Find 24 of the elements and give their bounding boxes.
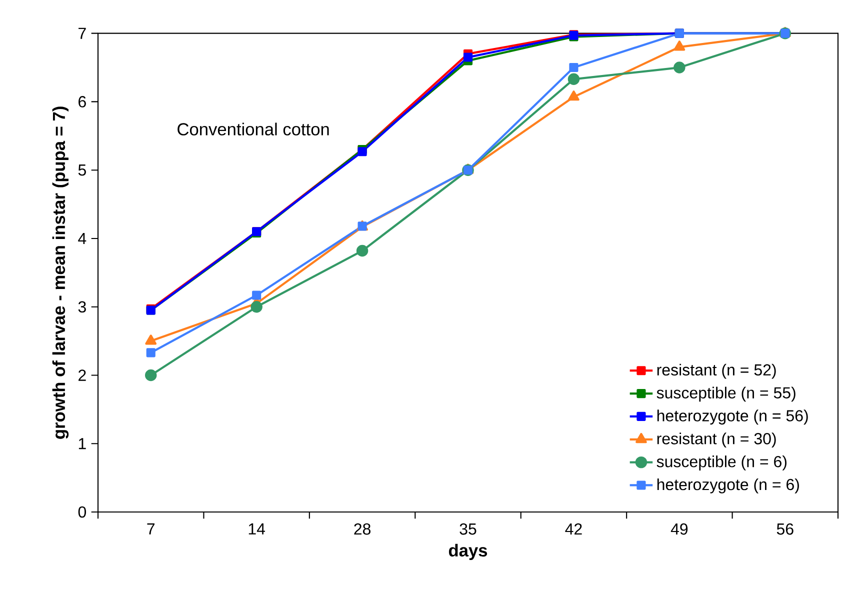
legend-label: resistant (n = 52) <box>657 364 776 379</box>
x-tick-label: 14 <box>248 523 265 534</box>
y-tick-label: 1 <box>78 438 86 450</box>
y-axis-title: growth of larvae - mean instar (pupa = 7) <box>52 106 69 439</box>
y-tick-label: 0 <box>78 506 86 518</box>
x-tick-label: 28 <box>354 523 370 535</box>
y-tick-label: 5 <box>78 164 86 176</box>
legend-label: heterozygote (n = 56) <box>657 410 808 425</box>
y-tick-label: 6 <box>78 96 86 108</box>
x-axis-title: days <box>448 544 488 560</box>
x-tick-label: 35 <box>460 523 476 535</box>
legend-label: susceptible (n = 55) <box>656 386 796 402</box>
legend-label: susceptible (n = 6) <box>656 456 786 470</box>
x-tick-label: 56 <box>776 523 794 535</box>
y-tick-label: 7 <box>78 28 86 39</box>
y-tick-label: 2 <box>78 370 86 381</box>
y-tick-label: 3 <box>78 301 86 313</box>
x-tick-label: 49 <box>670 523 688 535</box>
legend-label: heterozygote (n = 6) <box>657 478 799 494</box>
x-tick-label: 7 <box>147 523 155 534</box>
legend-label: resistant (n = 30) <box>657 432 776 448</box>
annotation: Conventional cotton <box>178 122 329 136</box>
y-tick-label: 4 <box>78 232 86 244</box>
x-tick-label: 42 <box>565 523 582 535</box>
